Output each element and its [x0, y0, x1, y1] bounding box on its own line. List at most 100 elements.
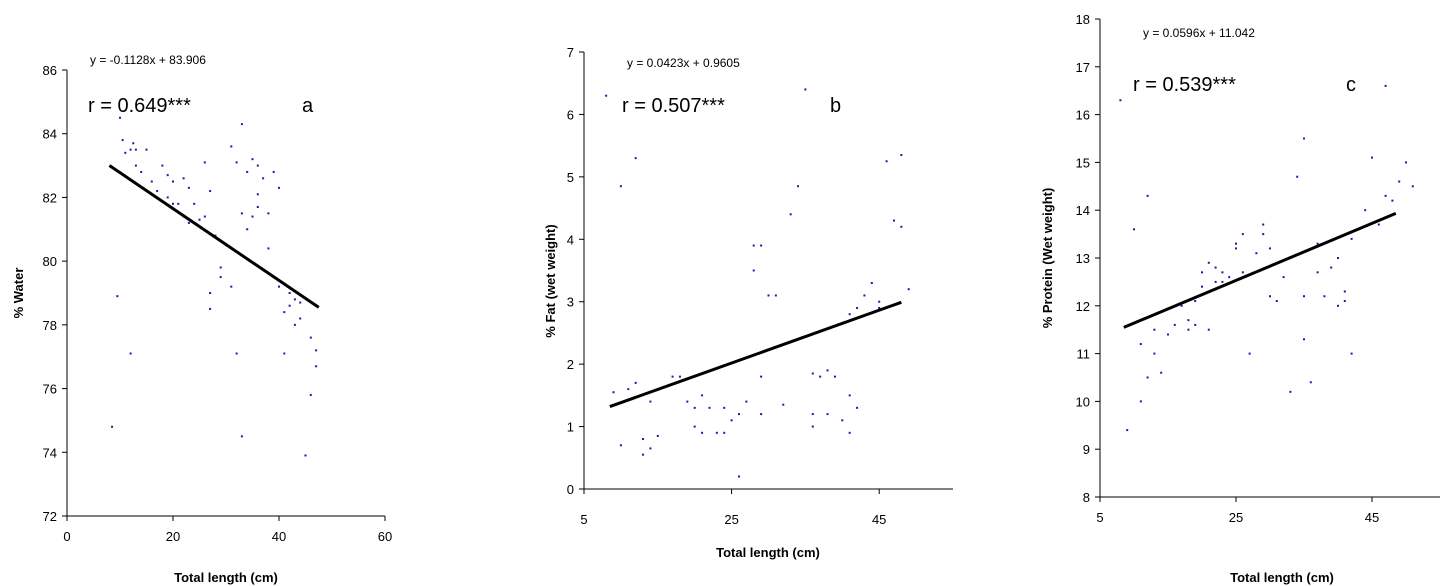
data-point — [116, 295, 119, 298]
y-tick-label: 15 — [1076, 155, 1090, 170]
y-tick-label: 17 — [1076, 60, 1090, 75]
data-point — [1309, 381, 1312, 384]
data-point — [1303, 295, 1305, 298]
data-point — [708, 406, 711, 409]
data-point — [1153, 328, 1156, 331]
x-axis-title: Total length (cm) — [174, 570, 278, 585]
data-point — [701, 431, 704, 434]
data-points — [1119, 84, 1414, 432]
data-point — [1214, 266, 1217, 269]
data-point — [288, 304, 291, 307]
data-point — [1364, 209, 1367, 212]
data-point — [1337, 304, 1339, 307]
data-point — [686, 400, 689, 403]
y-tick-label: 7 — [567, 45, 574, 60]
data-point — [134, 148, 137, 151]
data-point — [235, 161, 238, 164]
data-point — [315, 365, 318, 368]
data-point — [299, 317, 302, 320]
data-point — [187, 221, 190, 224]
data-point — [111, 425, 114, 428]
correlation-label: r = 0.507*** — [622, 95, 725, 117]
y-tick-label: 74 — [43, 445, 57, 460]
data-point — [209, 190, 212, 193]
panel-letter: a — [302, 95, 314, 117]
data-point — [203, 161, 206, 164]
data-point — [841, 419, 844, 422]
data-point — [156, 190, 159, 193]
data-point — [671, 375, 674, 378]
data-point — [1228, 276, 1231, 279]
data-point — [693, 425, 696, 428]
data-point — [1139, 343, 1142, 346]
data-point — [1330, 266, 1333, 269]
trendline — [108, 164, 320, 309]
data-point — [1350, 237, 1353, 240]
data-point — [219, 266, 222, 269]
x-axis-title: Total length (cm) — [716, 545, 820, 560]
data-point — [166, 174, 169, 177]
data-point — [161, 164, 164, 167]
y-tick-label: 18 — [1076, 12, 1090, 27]
data-point — [129, 352, 132, 355]
data-point — [251, 158, 254, 161]
data-point — [240, 435, 243, 438]
data-point — [299, 301, 302, 304]
y-axis-title: % Protein (Wet weight) — [1040, 188, 1055, 329]
regression-equation: y = 0.0423x + 0.9605 — [627, 56, 740, 70]
y-tick-label: 11 — [1077, 347, 1091, 362]
data-point — [848, 394, 851, 397]
trendline — [609, 300, 902, 409]
data-point — [1235, 247, 1237, 250]
data-point — [1221, 280, 1224, 283]
chart-panel-c: 8 9 10 11 12 13 14 15 16 17 18 5 25 45 y = 0.0596x + … — [1040, 12, 1440, 585]
data-point — [1303, 338, 1305, 341]
data-point — [605, 94, 608, 97]
y-tick-label: 4 — [567, 232, 574, 247]
y-tick-label: 9 — [1083, 442, 1090, 457]
data-point — [278, 285, 280, 288]
data-point — [182, 177, 185, 180]
data-point — [193, 202, 196, 205]
data-point — [256, 205, 259, 208]
data-point — [1296, 175, 1299, 178]
data-point — [283, 352, 286, 355]
data-point — [612, 391, 615, 394]
data-point — [752, 269, 755, 272]
data-point — [172, 180, 174, 183]
data-point — [1391, 199, 1394, 202]
data-point — [235, 352, 238, 355]
data-point — [315, 349, 318, 352]
data-point — [1241, 233, 1244, 236]
y-axis-title: % Water — [11, 268, 26, 319]
data-point — [1316, 271, 1319, 274]
data-point — [1303, 137, 1305, 140]
y-tick-label: 0 — [567, 482, 574, 497]
data-point — [1411, 185, 1414, 188]
data-point — [1289, 390, 1292, 393]
x-tick-label: 25 — [724, 512, 738, 527]
data-point — [848, 313, 851, 316]
data-points — [605, 88, 910, 478]
data-point — [187, 186, 190, 189]
data-point — [293, 323, 296, 326]
data-point — [288, 292, 291, 294]
y-tick-label: 2 — [567, 357, 574, 372]
correlation-label: r = 0.649*** — [88, 95, 191, 117]
data-point — [1173, 323, 1176, 326]
data-point — [150, 180, 153, 183]
data-point — [863, 294, 866, 297]
data-point — [649, 400, 652, 403]
data-point — [1262, 233, 1265, 236]
data-point — [121, 139, 124, 142]
data-point — [1119, 99, 1122, 102]
y-tick-label: 84 — [43, 127, 57, 142]
data-point — [1343, 300, 1346, 303]
y-tick-label: 1 — [567, 420, 574, 435]
data-point — [166, 196, 169, 199]
data-point — [1146, 376, 1149, 379]
data-point — [1248, 352, 1251, 355]
data-point — [789, 213, 792, 216]
data-point — [693, 406, 696, 409]
